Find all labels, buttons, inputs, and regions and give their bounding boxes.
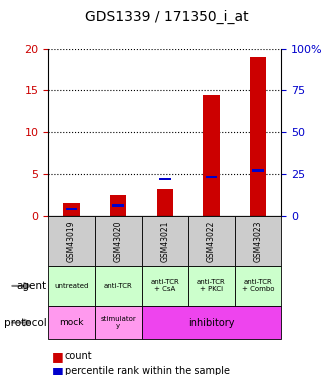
Text: ■: ■ [52,365,63,375]
Bar [206,176,217,178]
Text: GSM43020: GSM43020 [114,220,123,262]
Bar [159,178,170,180]
Text: anti-TCR
+ Combo: anti-TCR + Combo [242,279,274,292]
Bar [113,204,124,207]
Text: GDS1339 / 171350_i_at: GDS1339 / 171350_i_at [85,9,248,24]
Text: ■: ■ [52,350,63,363]
Text: anti-TCR: anti-TCR [104,283,133,289]
Bar [110,195,127,216]
Text: mock: mock [59,318,84,327]
Bar [252,170,264,172]
Text: GSM43023: GSM43023 [253,220,263,262]
Bar [63,203,80,216]
Bar [250,57,266,216]
Bar [66,208,77,210]
Text: count: count [65,351,93,361]
Text: GSM43019: GSM43019 [67,220,76,262]
Text: untreated: untreated [54,283,89,289]
Text: stimulator
y: stimulator y [100,316,136,329]
Text: protocol: protocol [4,318,47,327]
Bar [157,189,173,216]
Text: agent: agent [17,281,47,291]
Text: GSM43021: GSM43021 [160,220,169,262]
Text: anti-TCR
+ CsA: anti-TCR + CsA [151,279,179,292]
Text: inhibitory: inhibitory [188,318,235,327]
Text: anti-TCR
+ PKCi: anti-TCR + PKCi [197,279,226,292]
Text: GSM43022: GSM43022 [207,220,216,262]
Text: percentile rank within the sample: percentile rank within the sample [65,366,230,375]
Bar [203,94,220,216]
